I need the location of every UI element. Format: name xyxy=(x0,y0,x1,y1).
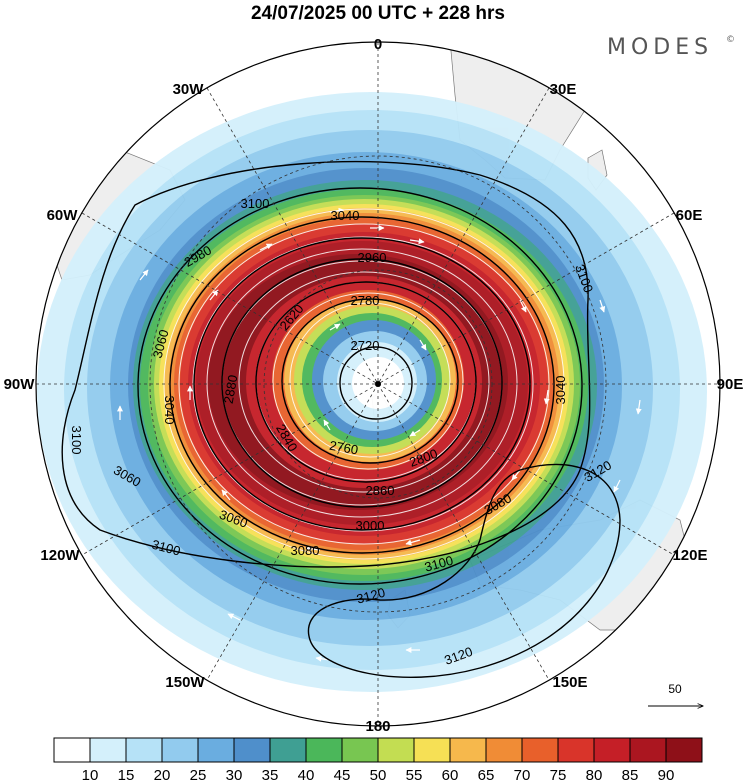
colorbar: 10 15 20 25 30 35 40 45 50 55 60 65 70 75 80 85 90 xyxy=(53,737,703,782)
colorbar-swatch xyxy=(197,737,235,763)
contour-label: 3100 xyxy=(241,196,270,211)
contour-label: 3040 xyxy=(553,376,568,405)
brand-copyright-mark: © xyxy=(726,35,735,45)
contour-label: 3120 xyxy=(355,585,387,607)
lon-label-30e: 30E xyxy=(550,81,577,98)
colorbar-tick-label: 45 xyxy=(334,767,351,782)
colorbar-swatch xyxy=(53,737,91,763)
colorbar-swatch xyxy=(557,737,595,763)
colorbar-tick-label: 65 xyxy=(478,767,495,782)
lon-label-0: 0 xyxy=(374,36,382,53)
contour-label: 3040 xyxy=(331,208,360,223)
colorbar-tick-label: 70 xyxy=(514,767,531,782)
lon-label-120w: 120W xyxy=(40,547,80,564)
contour-3120 xyxy=(307,463,621,678)
lon-label-180: 180 xyxy=(365,718,390,735)
brand-logo: MODES xyxy=(607,35,713,60)
contour-3100-outer xyxy=(61,160,591,568)
lon-label-150e: 150E xyxy=(552,674,587,691)
colorbar-tick-label: 40 xyxy=(298,767,315,782)
colorbar-swatch xyxy=(161,737,199,763)
colorbar-tick-label: 75 xyxy=(550,767,567,782)
colorbar-swatch xyxy=(665,737,703,763)
contour-2720 xyxy=(339,346,413,420)
colorbar-swatch xyxy=(89,737,127,763)
colorbar-tick-label: 80 xyxy=(586,767,603,782)
wind-speed-bands xyxy=(37,92,707,692)
contour-label: 3100 xyxy=(423,553,455,575)
colorbar-swatch xyxy=(629,737,667,763)
contour-label: 2720 xyxy=(351,338,380,353)
colorbar-swatch xyxy=(413,737,451,763)
contour-label: 2960 xyxy=(358,250,387,265)
contour-label: 2760 xyxy=(328,438,359,458)
colorbar-tick-label: 20 xyxy=(154,767,171,782)
colorbar-swatch xyxy=(485,737,523,763)
longitude-labels: 0 30E 60E 90E 120E 150E 180 150W 120W 90… xyxy=(4,36,744,735)
lon-label-60e: 60E xyxy=(676,207,703,224)
colorbar-swatch xyxy=(305,737,343,763)
colorbar-tick-label: 50 xyxy=(370,767,387,782)
colorbar-swatch xyxy=(377,737,415,763)
reference-vector-label: 50 xyxy=(668,682,682,696)
contour-3060 xyxy=(137,187,583,585)
colorbar-swatch xyxy=(269,737,307,763)
lon-label-60w: 60W xyxy=(47,207,79,224)
wind-arrowheads xyxy=(117,207,642,662)
colorbar-tick-label: 35 xyxy=(262,767,279,782)
contour-2880 xyxy=(221,258,503,508)
colorbar-tick-label: 15 xyxy=(118,767,135,782)
colorbar-tick-label: 55 xyxy=(406,767,423,782)
colorbar-tick-label: 10 xyxy=(82,767,99,782)
contour-label: 2780 xyxy=(351,293,380,308)
contour-2760 xyxy=(281,298,459,464)
lon-label-90e: 90E xyxy=(717,376,744,393)
contour-label: 2880 xyxy=(221,374,241,405)
map-title: 24/07/2025 00 UTC + 228 hrs xyxy=(251,3,505,24)
colorbar-tick-label: 85 xyxy=(622,767,639,782)
contour-label: 3000 xyxy=(356,518,385,533)
lon-label-150w: 150W xyxy=(165,674,205,691)
height-contours xyxy=(61,160,621,678)
colorbar-swatch xyxy=(341,737,379,763)
colorbar-tick-label: 25 xyxy=(190,767,207,782)
colorbar-swatch xyxy=(449,737,487,763)
colorbar-tick-label: 30 xyxy=(226,767,243,782)
contour-label: 3060 xyxy=(150,328,172,360)
contour-2800 xyxy=(255,281,477,483)
lon-label-30w: 30W xyxy=(173,81,205,98)
colorbar-tick-label: 60 xyxy=(442,767,459,782)
colorbar-swatch xyxy=(233,737,271,763)
colorbar-swatch xyxy=(125,737,163,763)
contour-label: 3040 xyxy=(162,396,177,425)
colorbar-tick-label: 90 xyxy=(658,767,675,782)
contour-label: 3100 xyxy=(69,426,84,455)
colorbar-swatch xyxy=(521,737,559,763)
map-border xyxy=(35,41,721,727)
pole-marker xyxy=(375,381,381,387)
map-disk: 3100 3040 2960 2980 3100 2780 2620 2720 … xyxy=(36,42,720,726)
colorbar-swatch xyxy=(593,737,631,763)
lon-label-90w: 90W xyxy=(4,376,36,393)
reference-vector: 50 xyxy=(648,682,703,706)
contour-label: 3080 xyxy=(291,543,320,558)
contour-label: 3100 xyxy=(150,537,182,559)
lon-label-120e: 120E xyxy=(672,547,707,564)
contour-label: 2860 xyxy=(366,483,395,498)
contour-3000 xyxy=(169,216,555,554)
